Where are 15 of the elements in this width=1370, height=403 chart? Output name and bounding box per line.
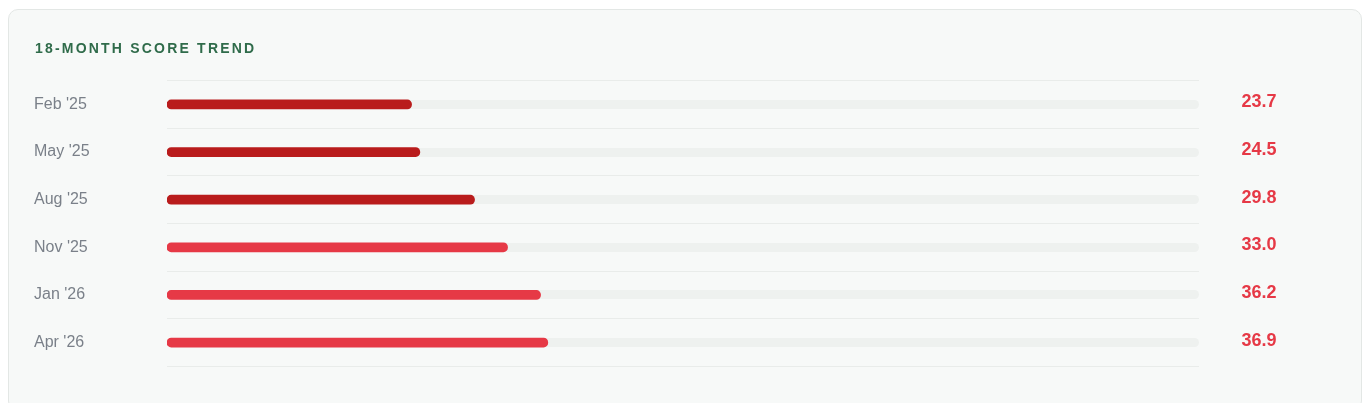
data-label: 36.9 bbox=[1241, 329, 1277, 350]
data-label: 33.0 bbox=[1241, 234, 1277, 255]
y-tick-label: May '25 bbox=[34, 142, 90, 160]
chart-title: 18-MONTH SCORE TREND bbox=[35, 40, 257, 56]
bar bbox=[167, 147, 421, 157]
y-tick-label: Feb '25 bbox=[34, 94, 87, 112]
data-label: 36.2 bbox=[1241, 281, 1277, 302]
bar bbox=[167, 99, 412, 110]
data-label: 24.5 bbox=[1241, 139, 1277, 160]
y-tick-label: Aug '25 bbox=[34, 190, 88, 208]
y-tick-label: Jan '26 bbox=[34, 285, 86, 303]
y-tick-label: Nov '25 bbox=[34, 237, 88, 255]
data-label: 29.8 bbox=[1241, 186, 1277, 207]
data-label: 23.7 bbox=[1241, 91, 1277, 112]
y-tick-label: Apr '26 bbox=[34, 332, 85, 350]
